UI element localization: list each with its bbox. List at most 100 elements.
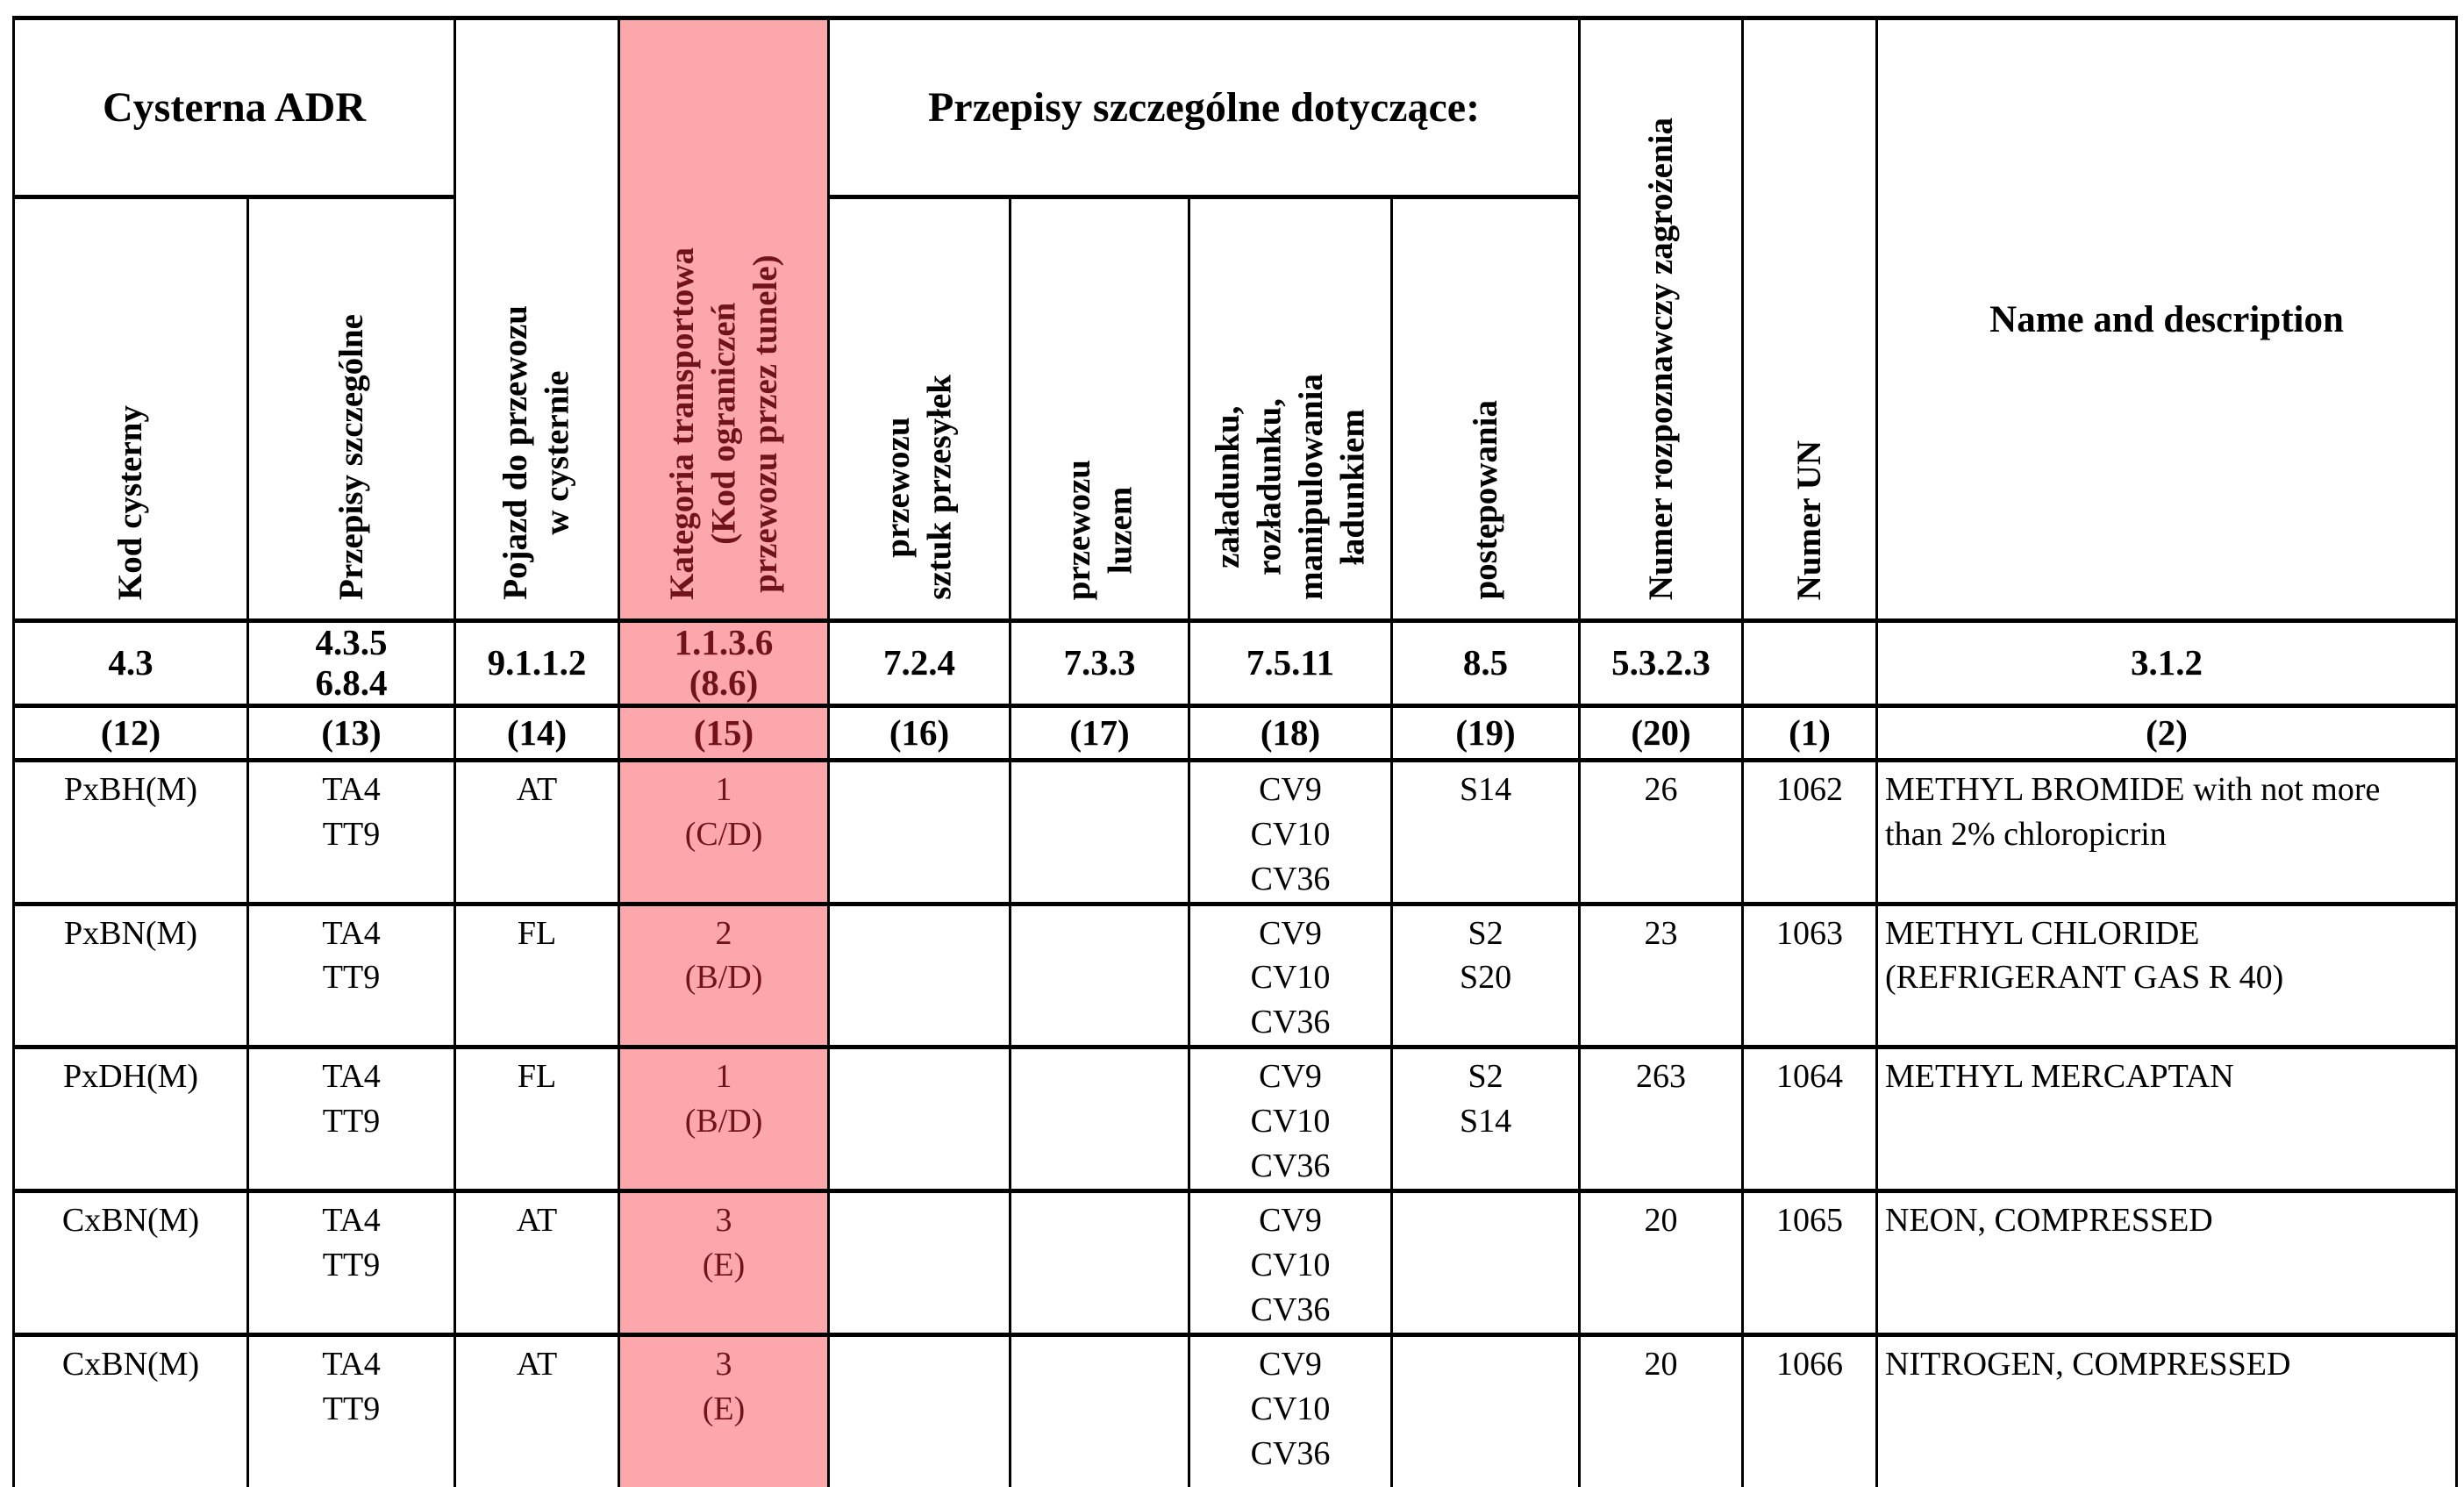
header-numer-rozpoznawczy-label: Numer rozpoznawczy zagrożenia [1641,117,1680,600]
cell-bulk [1009,901,1191,1050]
cell-tank-code: PxDH(M) [12,1045,249,1193]
cell-un-number: 1066 [1741,1332,1879,1487]
header-kategoria-transportowa: Kategoria transportowa (Kod ograniczeń p… [618,16,831,623]
index-col-20: (20) [1578,703,1745,762]
index-col-17: (17) [1009,703,1191,762]
header-przewozu-sztuk-przesylek: przewozu sztuk przesyłek [827,195,1012,623]
cell-name-description: METHYL BROMIDE with not more than 2% chl… [1875,757,2459,906]
cell-bulk [1009,1188,1191,1337]
cell-packages [827,1332,1012,1487]
cell-name-description: METHYL MERCAPTAN [1875,1045,2459,1193]
cell-un-number: 1063 [1741,901,1879,1050]
cell-operation: S14 [1390,757,1582,906]
cell-transport-category: 3 (E) [618,1188,831,1337]
header-numer-un-label: Numer UN [1790,440,1829,600]
cell-bulk [1009,757,1191,906]
table-row: CxBN(M) TA4 TT9 AT 3 (E) CV9 CV10 CV36 2… [12,1188,2459,1337]
cell-loading: CV9 CV10 CV36 [1188,1188,1394,1337]
index-col-19: (19) [1390,703,1582,762]
cell-special-provisions: TA4 TT9 [246,901,457,1050]
ref-col-16: 7.2.4 [827,618,1012,708]
adr-dangerous-goods-table: Cysterna ADR Pojazd do przewozu w cyster… [11,16,2459,1487]
cell-packages [827,1188,1012,1337]
ref-col-17: 7.3.3 [1009,618,1191,708]
cell-transport-category: 1 (C/D) [618,757,831,906]
ref-col-13: 4.3.5 6.8.4 [246,618,457,708]
cell-packages [827,757,1012,906]
ref-col-1 [1741,618,1879,708]
cell-vehicle: FL [454,901,621,1050]
cell-vehicle: AT [454,757,621,906]
header-zaladunku-rozladunku-label: załadunku, rozładunku, manipulowania ład… [1208,374,1372,600]
cell-transport-category: 2 (B/D) [618,901,831,1050]
cell-hazard-number: 23 [1578,901,1745,1050]
cell-tank-code: CxBN(M) [12,1188,249,1337]
ref-col-18: 7.5.11 [1188,618,1394,708]
cell-hazard-number: 263 [1578,1045,1745,1193]
cell-special-provisions: TA4 TT9 [246,1188,457,1337]
header-przewozu-luzem: przewozu luzem [1009,195,1191,623]
cell-loading: CV9 CV10 CV36 [1188,901,1394,1050]
cell-un-number: 1064 [1741,1045,1879,1193]
ref-col-15: 1.1.3.6 (8.6) [618,618,831,708]
header-row-rotated: Kod cysterny Przepisy szczególne przewoz… [12,195,2457,623]
cell-vehicle: AT [454,1332,621,1487]
cell-operation [1390,1188,1582,1337]
header-przepisy-dotyczace: Przepisy szczególne dotyczące: [827,16,1582,199]
cell-vehicle: AT [454,1188,621,1337]
cell-special-provisions: TA4 TT9 [246,1332,457,1487]
ref-col-14: 9.1.1.2 [454,618,621,708]
cell-name-description: METHYL CHLORIDE (REFRIGERANT GAS R 40) [1875,901,2459,1050]
cell-tank-code: PxBN(M) [12,901,249,1050]
header-numer-un: Numer UN [1741,16,1879,623]
cell-packages [827,1045,1012,1193]
header-numer-rozpoznawczy: Numer rozpoznawczy zagrożenia [1578,16,1745,623]
cell-bulk [1009,1332,1191,1487]
header-przewozu-luzem-label: przewozu luzem [1059,459,1139,600]
table-row: CxBN(M) TA4 TT9 AT 3 (E) CV9 CV10 CV36 2… [12,1332,2459,1487]
cell-hazard-number: 20 [1578,1188,1745,1337]
index-col-14: (14) [454,703,621,762]
table-row: PxDH(M) TA4 TT9 FL 1 (B/D) CV9 CV10 CV36… [12,1045,2459,1193]
index-col-2: (2) [1875,703,2459,762]
index-col-1: (1) [1741,703,1879,762]
cell-operation [1390,1332,1582,1487]
index-col-13: (13) [246,703,457,762]
index-col-15: (15) [618,703,831,762]
cell-name-description: NEON, COMPRESSED [1875,1188,2459,1337]
cell-bulk [1009,1045,1191,1193]
header-name-description: Name and description [1875,16,2459,623]
header-postepowania-label: postępowania [1466,400,1504,600]
cell-loading: CV9 CV10 CV36 [1188,1332,1394,1487]
cell-hazard-number: 26 [1578,757,1745,906]
cell-hazard-number: 20 [1578,1332,1745,1487]
header-pojazd-do-przewozu: Pojazd do przewozu w cysternie [454,16,621,623]
cell-transport-category: 1 (B/D) [618,1045,831,1193]
table-row: PxBH(M) TA4 TT9 AT 1 (C/D) CV9 CV10 CV36… [12,757,2459,906]
header-kategoria-transportowa-label: Kategoria transportowa (Kod ograniczeń p… [662,247,784,600]
ref-col-19: 8.5 [1390,618,1582,708]
index-col-16: (16) [827,703,1012,762]
cell-transport-category: 3 (E) [618,1332,831,1487]
table-row: PxBN(M) TA4 TT9 FL 2 (B/D) CV9 CV10 CV36… [12,901,2459,1050]
header-przepisy-szczegolne-label: Przepisy szczególne [332,314,370,600]
header-kod-cysterny-label: Kod cysterny [111,404,150,600]
cell-un-number: 1062 [1741,757,1879,906]
cell-packages [827,901,1012,1050]
reference-row: 4.3 4.3.5 6.8.4 9.1.1.2 1.1.3.6 (8.6) 7.… [12,618,2459,708]
header-przepisy-szczegolne: Przepisy szczególne [246,195,457,623]
cell-name-description: NITROGEN, COMPRESSED [1875,1332,2459,1487]
ref-col-20: 5.3.2.3 [1578,618,1745,708]
column-index-row: (12) (13) (14) (15) (16) (17) (18) (19) … [12,703,2459,762]
header-row-top: Cysterna ADR Pojazd do przewozu w cyster… [11,16,2459,623]
cell-tank-code: PxBH(M) [12,757,249,906]
cell-vehicle: FL [454,1045,621,1193]
index-col-18: (18) [1188,703,1394,762]
header-cysterna-adr: Cysterna ADR [11,16,457,199]
header-pojazd-do-przewozu-label: Pojazd do przewozu w cysternie [496,305,577,600]
header-przewozu-sztuk-przesylek-label: przewozu sztuk przesyłek [879,375,960,600]
cell-operation: S2 S20 [1390,901,1582,1050]
index-col-12: (12) [12,703,249,762]
cell-operation: S2 S14 [1390,1045,1582,1193]
